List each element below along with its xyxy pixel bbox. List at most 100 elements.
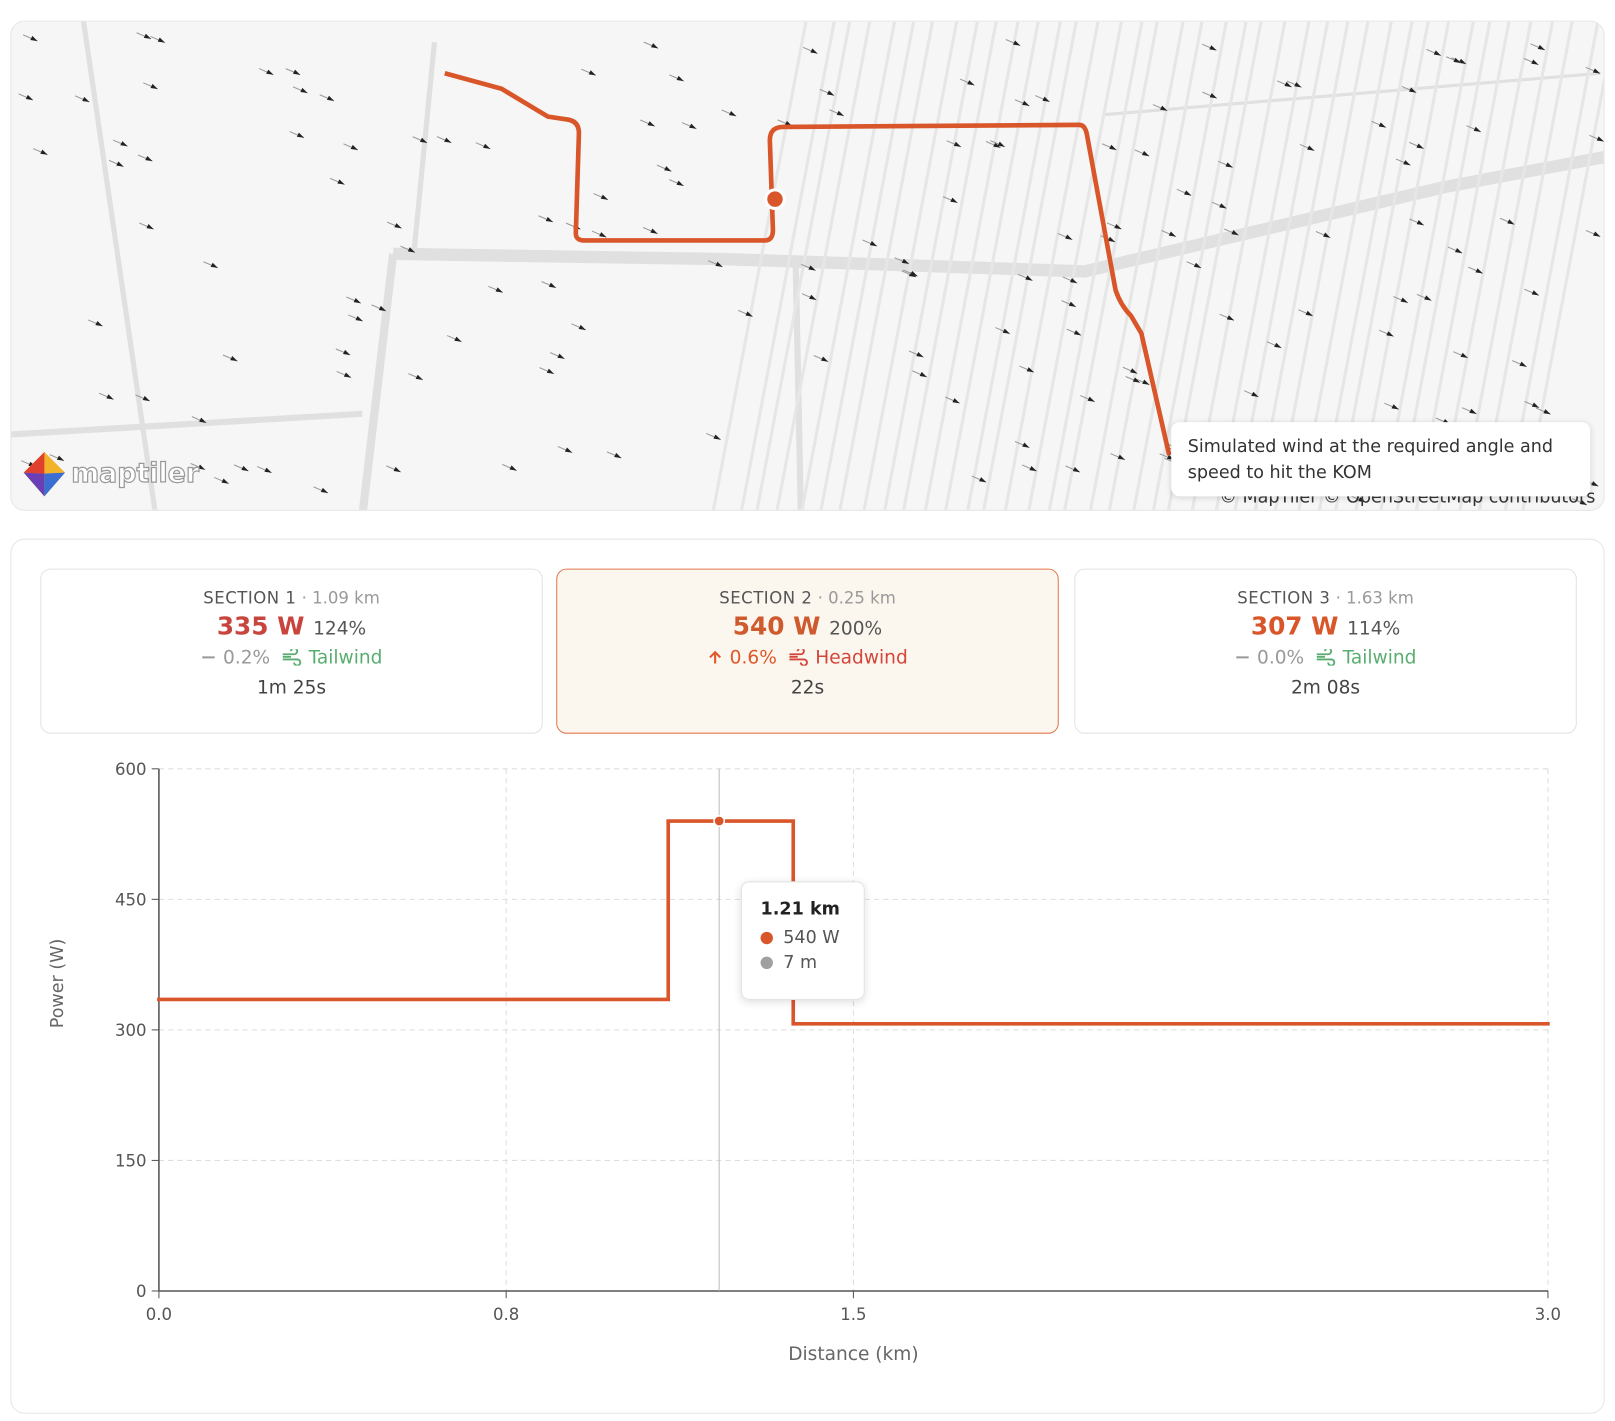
field-strip xyxy=(740,21,836,510)
wind-arrow xyxy=(802,46,818,55)
wind-arrow xyxy=(233,464,249,472)
field-strip xyxy=(1089,21,1185,510)
wind-arrow xyxy=(1499,217,1515,225)
arrow-head xyxy=(296,132,305,138)
wind-arrow xyxy=(1134,378,1150,386)
arrow-head xyxy=(1424,295,1432,301)
section-distance: 0.25 km xyxy=(828,588,896,608)
field-strip xyxy=(800,21,897,510)
arrow-head xyxy=(1307,145,1315,151)
y-tick-label: 450 xyxy=(115,891,147,910)
wind-arrow xyxy=(942,196,958,204)
arrow-head xyxy=(820,356,829,362)
wind-arrow xyxy=(959,78,975,86)
arrow-head xyxy=(650,228,658,234)
section-power: 307 W xyxy=(1250,611,1339,641)
arrow-head xyxy=(146,224,154,230)
section-card[interactable]: SECTION 3 · 1.63 km 307 W 114% 0.0% Tailw… xyxy=(1074,568,1577,734)
arrow-head xyxy=(197,464,206,470)
wind-arrow xyxy=(313,486,329,494)
wind-arrow xyxy=(214,476,229,485)
field-strip xyxy=(819,21,916,510)
section-power: 335 W xyxy=(216,611,305,641)
arrow-head xyxy=(1537,44,1545,51)
section-header: SECTION 3 · 1.63 km xyxy=(1075,588,1575,608)
arrow-head xyxy=(120,141,128,147)
x-tick-label: 1.5 xyxy=(840,1305,866,1324)
wind-arrow xyxy=(946,140,962,148)
wind-arrow xyxy=(136,32,152,40)
arrow-head xyxy=(808,265,816,271)
wind-arrow xyxy=(1350,495,1366,503)
field-strip xyxy=(838,21,935,510)
wind-arrow xyxy=(190,463,206,471)
arrow-head xyxy=(599,232,607,238)
logo[interactable]: maptiler xyxy=(23,451,200,497)
wind-arrow xyxy=(135,394,151,402)
arrow-head xyxy=(1226,315,1235,321)
field-strip xyxy=(1027,21,1123,510)
arrow-head xyxy=(548,282,557,288)
tooltip-row: 7 m xyxy=(760,952,864,973)
wind-arrow xyxy=(256,466,272,474)
chart: Power (W) Distance (km) 0 150 300 450 600 0.0… xyxy=(48,760,1561,1365)
arrow-head xyxy=(326,95,335,101)
arrow-head xyxy=(25,94,34,101)
arrow-head xyxy=(300,87,308,94)
section-card[interactable]: SECTION 2 · 0.25 km 540 W 200% 0.6% Headw… xyxy=(556,568,1059,734)
map[interactable]: maptiler © MapTiler © OpenStreetMap cont… xyxy=(10,20,1605,511)
arrow-head xyxy=(145,156,153,162)
arrow-head xyxy=(1029,465,1037,472)
wind-arrow xyxy=(1585,229,1601,238)
arrow-head xyxy=(1386,331,1394,337)
wind-arrow xyxy=(862,239,878,247)
arrow-head xyxy=(950,197,958,203)
wind-arrow xyxy=(18,93,34,101)
section-wind: Tailwind xyxy=(308,647,383,669)
wind-arrow xyxy=(1101,143,1117,151)
arrow-head xyxy=(1219,203,1227,209)
wind-arrow xyxy=(1062,276,1078,284)
arrow-head xyxy=(1579,499,1587,505)
arrow-head xyxy=(1460,352,1468,358)
wind-arrow xyxy=(1395,158,1411,166)
wind-arrow xyxy=(1134,149,1150,157)
tooltip-title: 1.21 km xyxy=(760,898,840,920)
wind-arrow xyxy=(606,451,622,459)
section-label: SECTION 2 xyxy=(719,588,813,608)
arrow-head xyxy=(106,394,114,400)
arrow-head xyxy=(916,352,924,358)
wind-arrow xyxy=(706,432,721,441)
wind-arrow xyxy=(656,164,672,172)
arrow-head xyxy=(378,305,387,312)
wind-arrow xyxy=(591,230,607,238)
arrow-head xyxy=(343,349,351,356)
section-card[interactable]: SECTION 1 · 1.09 km 335 W 124% 0.2% Tailw… xyxy=(40,568,543,734)
field-strip xyxy=(902,21,998,510)
arrow-head xyxy=(676,75,684,82)
wind-arrow xyxy=(1014,441,1030,449)
section-power-row: 540 W 200% xyxy=(557,612,1057,641)
arrow-head xyxy=(1453,57,1461,63)
arrow-head xyxy=(1225,162,1233,168)
wind-arrow xyxy=(1585,66,1601,74)
arrow-head xyxy=(266,69,274,75)
wind-arrow xyxy=(1019,365,1035,373)
field-strip xyxy=(966,21,1062,510)
arrow-head xyxy=(355,315,363,322)
y-tick-label: 0 xyxy=(136,1282,147,1301)
y-tick-label: 600 xyxy=(115,760,147,779)
y-tick-label: 300 xyxy=(115,1021,147,1040)
arrow-head xyxy=(810,48,818,54)
wind-arrow xyxy=(1378,329,1394,337)
arrow-head xyxy=(728,111,737,117)
wind-arrow xyxy=(1211,201,1227,209)
wind-arrow xyxy=(557,445,573,454)
section-wind: Headwind xyxy=(815,647,908,669)
arrow-head xyxy=(715,261,723,267)
wind-arrow xyxy=(98,392,114,400)
arrow-head xyxy=(343,372,352,378)
section-conditions: 0.6% Headwind xyxy=(557,647,1057,669)
arrow-head xyxy=(1132,377,1141,383)
